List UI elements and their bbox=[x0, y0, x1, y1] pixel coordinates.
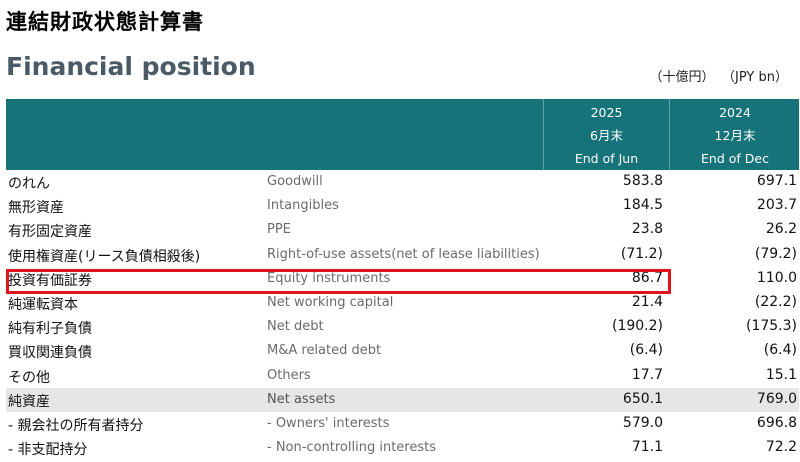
units-jp: （十億円） bbox=[649, 70, 715, 85]
value-2024: (6.4) bbox=[763, 342, 797, 359]
table-row-right-of-use: 使用権資産(リース負債相殺後) Right-of-use assets(net … bbox=[6, 243, 799, 267]
row-label-en: M&A related debt bbox=[267, 343, 382, 359]
table-row-owners-interests: - 親会社の所有者持分 - Owners' interests 579.0 69… bbox=[6, 412, 799, 436]
value-2025: 650.1 bbox=[622, 390, 663, 407]
page-title-en: Financial position bbox=[6, 52, 256, 81]
row-label-jp: 純有利子負債 bbox=[8, 321, 92, 338]
value-2025: 86.7 bbox=[631, 269, 663, 286]
value-2024: (22.2) bbox=[754, 293, 797, 310]
row-label-jp: 純資産 bbox=[8, 393, 50, 410]
row-label-jp: 使用権資産(リース負債相殺後) bbox=[8, 248, 201, 265]
value-2025: 23.8 bbox=[631, 221, 663, 238]
units-label: （十億円） （JPY bn） bbox=[636, 66, 788, 85]
row-label-jp: その他 bbox=[8, 369, 50, 386]
row-label-en: Right-of-use assets(net of lease liabili… bbox=[267, 246, 540, 262]
row-label-en: Others bbox=[267, 367, 311, 383]
row-label-jp: のれん bbox=[8, 176, 50, 192]
row-label-en: Intangibles bbox=[267, 198, 339, 214]
table-row-net-debt: 純有利子負債 Net debt (190.2) (175.3) bbox=[6, 315, 799, 339]
value-2025: (190.2) bbox=[611, 318, 663, 335]
column-period-jp: 6月末 bbox=[590, 128, 623, 143]
value-2024: 110.0 bbox=[756, 269, 797, 286]
column-header-2024: 2024 12月末 End of Dec bbox=[671, 99, 799, 170]
table-row-ma-related-debt: 買収関連負債 M&A related debt (6.4) (6.4) bbox=[6, 339, 799, 363]
row-label-jp: 有形固定資産 bbox=[8, 224, 92, 241]
value-2024: 697.1 bbox=[756, 173, 797, 189]
row-label-en: Goodwill bbox=[267, 174, 323, 189]
row-label-en: PPE bbox=[267, 222, 291, 238]
value-2024: (79.2) bbox=[754, 245, 797, 262]
table-row-intangibles: 無形資産 Intangibles 184.5 203.7 bbox=[6, 194, 799, 218]
table-row-others: その他 Others 17.7 15.1 bbox=[6, 364, 799, 388]
page-title-jp: 連結財政状態計算書 bbox=[6, 10, 204, 34]
column-year: 2025 bbox=[590, 105, 623, 120]
row-label-en: Equity instruments bbox=[267, 270, 391, 286]
row-label-en: Net assets bbox=[267, 391, 336, 407]
value-2024: 72.2 bbox=[765, 439, 797, 456]
value-2025: 21.4 bbox=[631, 293, 663, 310]
value-2025: (71.2) bbox=[620, 245, 663, 262]
row-label-jp: - 親会社の所有者持分 bbox=[8, 417, 144, 434]
value-2025: 17.7 bbox=[631, 366, 663, 383]
table-row-non-controlling-interests: - 非支配持分 - Non-controlling interests 71.1… bbox=[6, 436, 799, 460]
value-2024: 26.2 bbox=[765, 221, 797, 238]
value-2025: 71.1 bbox=[631, 439, 663, 456]
value-2025: (6.4) bbox=[629, 342, 663, 359]
column-header-2025: 2025 6月末 End of Jun bbox=[543, 99, 670, 170]
row-label-jp: - 非支配持分 bbox=[8, 442, 88, 459]
value-2024: 769.0 bbox=[756, 390, 797, 407]
value-2024: 696.8 bbox=[756, 414, 797, 431]
row-label-jp: 買収関連負債 bbox=[8, 345, 92, 362]
value-2025: 583.8 bbox=[622, 173, 663, 189]
table-row-net-assets: 純資産 Net assets 650.1 769.0 bbox=[6, 387, 799, 412]
column-period-en: End of Dec bbox=[701, 151, 769, 166]
financial-position-table: 2025 6月末 End of Jun 2024 12月末 End of Dec… bbox=[6, 99, 799, 460]
row-label-en: - Non-controlling interests bbox=[267, 440, 436, 456]
value-2025: 579.0 bbox=[622, 414, 663, 431]
row-label-jp: 純運転資本 bbox=[8, 296, 78, 313]
column-year: 2024 bbox=[719, 105, 751, 120]
table-header: 2025 6月末 End of Jun 2024 12月末 End of Dec bbox=[6, 99, 799, 170]
table-row-net-working-capital: 純運転資本 Net working capital 21.4 (22.2) bbox=[6, 291, 799, 315]
table-row-ppe: 有形固定資産 PPE 23.8 26.2 bbox=[6, 218, 799, 242]
row-label-en: Net debt bbox=[267, 319, 324, 335]
table-row-equity-instruments: 投資有価証券 Equity instruments 86.7 110.0 bbox=[6, 267, 799, 291]
value-2024: 15.1 bbox=[765, 366, 797, 383]
column-period-en: End of Jun bbox=[574, 151, 639, 166]
column-period-jp: 12月末 bbox=[714, 128, 756, 143]
value-2025: 184.5 bbox=[622, 197, 663, 214]
row-label-en: Net working capital bbox=[267, 294, 394, 310]
row-label-jp: 無形資産 bbox=[8, 200, 64, 217]
value-2024: 203.7 bbox=[756, 197, 797, 214]
row-label-jp: 投資有価証券 bbox=[8, 272, 92, 289]
units-en: （JPY bn） bbox=[728, 70, 788, 85]
value-2024: (175.3) bbox=[745, 318, 797, 335]
table-row-goodwill: のれん Goodwill 583.8 697.1 bbox=[6, 170, 799, 194]
row-label-en: - Owners' interests bbox=[267, 415, 390, 431]
